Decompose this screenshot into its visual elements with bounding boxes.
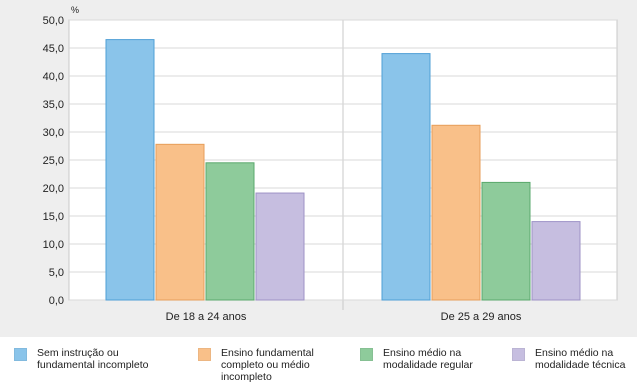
legend-label: Ensino médio na modalidade técnica bbox=[535, 347, 626, 371]
y-tick-label: 15,0 bbox=[43, 211, 64, 223]
y-axis-ticks: 0,0 5,0 10,0 15,0 20,0 25,0 30,0 35,0 40,0 45,0 50… bbox=[43, 15, 64, 307]
category-labels: De 18 a 24 anos De 25 a 29 anos bbox=[166, 311, 522, 323]
bar-chart: 0,0 5,0 10,0 15,0 20,0 25,0 30,0 35,0 40,0 45,0 50… bbox=[43, 5, 618, 323]
legend-swatch bbox=[14, 348, 27, 361]
bar-1-2 bbox=[155, 143, 205, 301]
bar-2-4 bbox=[531, 221, 581, 301]
category-label: De 25 a 29 anos bbox=[441, 311, 522, 323]
legend-label: Ensino médio na modalidade regular bbox=[383, 347, 473, 371]
y-tick-label: 35,0 bbox=[43, 99, 64, 111]
y-tick-label: 5,0 bbox=[49, 267, 64, 279]
legend-item-3: Ensino médio na modalidade regular bbox=[360, 347, 473, 371]
legend-swatch bbox=[198, 348, 211, 361]
bar-2-1 bbox=[381, 53, 431, 301]
y-tick-label: 40,0 bbox=[43, 71, 64, 83]
bar-1-3 bbox=[205, 162, 255, 301]
y-tick-label: 20,0 bbox=[43, 183, 64, 195]
legend-swatch bbox=[512, 348, 525, 361]
y-tick-label: 45,0 bbox=[43, 43, 64, 55]
legend-item-1: Sem instrução ou fundamental incompleto bbox=[14, 347, 149, 371]
legend: Sem instrução ou fundamental incompleto E… bbox=[0, 337, 637, 385]
bar-1-1 bbox=[105, 39, 155, 301]
bar-1-4 bbox=[255, 192, 305, 301]
legend-label: Ensino fundamental completo ou médio inc… bbox=[221, 347, 314, 383]
bars bbox=[105, 39, 581, 301]
y-tick-label: 25,0 bbox=[43, 155, 64, 167]
legend-item-4: Ensino médio na modalidade técnica bbox=[512, 347, 625, 371]
bar-2-3 bbox=[481, 181, 531, 301]
y-tick-label: 0,0 bbox=[49, 295, 64, 307]
legend-item-2: Ensino fundamental completo ou médio inc… bbox=[198, 347, 314, 383]
y-tick-label: 50,0 bbox=[43, 15, 64, 27]
y-tick-label: 30,0 bbox=[43, 127, 64, 139]
category-label: De 18 a 24 anos bbox=[166, 311, 247, 323]
y-axis-unit: % bbox=[71, 5, 79, 15]
bar-2-2 bbox=[431, 124, 481, 301]
legend-label: Sem instrução ou fundamental incompleto bbox=[37, 347, 149, 371]
legend-swatch bbox=[360, 348, 373, 361]
y-tick-label: 10,0 bbox=[43, 239, 64, 251]
